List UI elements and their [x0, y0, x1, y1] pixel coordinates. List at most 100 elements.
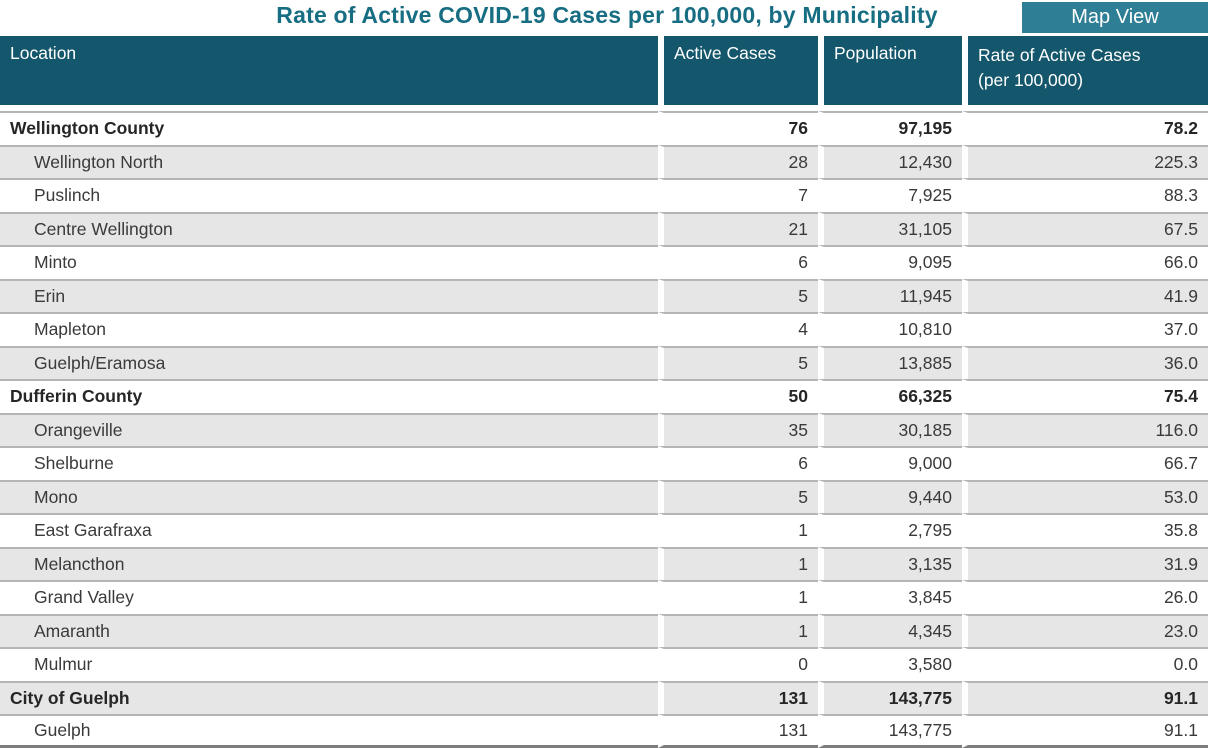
column-header-location[interactable]: Location — [0, 36, 658, 105]
table-row[interactable]: Shelburne 6 9,000 66.7 — [0, 446, 1208, 480]
active-cases-cell: 1 — [658, 546, 818, 580]
active-cases-cell: 1 — [658, 613, 818, 647]
population-cell: 9,000 — [818, 446, 962, 480]
table-row[interactable]: Erin 5 11,945 41.9 — [0, 278, 1208, 312]
location-cell: Guelph/Eramosa — [0, 345, 658, 379]
active-cases-cell: 35 — [658, 412, 818, 446]
location-cell: Orangeville — [0, 412, 658, 446]
population-cell: 9,095 — [818, 245, 962, 279]
active-cases-cell: 1 — [658, 513, 818, 547]
active-cases-cell: 1 — [658, 580, 818, 614]
population-cell: 2,795 — [818, 513, 962, 547]
population-cell: 143,775 — [818, 714, 962, 748]
table-row-group[interactable]: City of Guelph 131 143,775 91.1 — [0, 680, 1208, 714]
population-cell: 30,185 — [818, 412, 962, 446]
rate-cell: 91.1 — [962, 680, 1208, 714]
rate-cell: 225.3 — [962, 144, 1208, 178]
column-header-rate[interactable]: Rate of Active Cases (per 100,000) — [962, 36, 1208, 105]
spacer-cell — [962, 105, 1208, 111]
population-cell: 12,430 — [818, 144, 962, 178]
table-row[interactable]: Orangeville 35 30,185 116.0 — [0, 412, 1208, 446]
table-row[interactable]: Minto 6 9,095 66.0 — [0, 245, 1208, 279]
table-row[interactable]: Melancthon 1 3,135 31.9 — [0, 546, 1208, 580]
population-cell: 66,325 — [818, 379, 962, 413]
rate-cell: 0.0 — [962, 647, 1208, 681]
active-cases-cell: 6 — [658, 446, 818, 480]
table-row[interactable]: Mapleton 4 10,810 37.0 — [0, 312, 1208, 346]
rate-cell: 66.7 — [962, 446, 1208, 480]
map-view-button[interactable]: Map View — [1022, 2, 1208, 33]
location-cell: Mulmur — [0, 647, 658, 681]
active-cases-cell: 6 — [658, 245, 818, 279]
active-cases-cell: 0 — [658, 647, 818, 681]
table-row[interactable]: Mono 5 9,440 53.0 — [0, 479, 1208, 513]
rate-cell: 66.0 — [962, 245, 1208, 279]
header-body-spacer — [0, 105, 1208, 111]
population-cell: 3,580 — [818, 647, 962, 681]
population-cell: 7,925 — [818, 178, 962, 212]
rate-cell: 67.5 — [962, 211, 1208, 245]
location-cell: Wellington North — [0, 144, 658, 178]
table-row[interactable]: Guelph/Eramosa 5 13,885 36.0 — [0, 345, 1208, 379]
population-cell: 3,845 — [818, 580, 962, 614]
location-cell: Puslinch — [0, 178, 658, 212]
rate-cell: 75.4 — [962, 379, 1208, 413]
table-row[interactable]: Centre Wellington 21 31,105 67.5 — [0, 211, 1208, 245]
active-cases-cell: 21 — [658, 211, 818, 245]
location-cell: Mono — [0, 479, 658, 513]
spacer-cell — [0, 105, 658, 111]
population-cell: 13,885 — [818, 345, 962, 379]
rate-cell: 23.0 — [962, 613, 1208, 647]
page-title: Rate of Active COVID-19 Cases per 100,00… — [276, 2, 938, 28]
table-header: Location Active Cases Population Rate of… — [0, 36, 1208, 105]
table-row[interactable]: Mulmur 0 3,580 0.0 — [0, 647, 1208, 681]
population-cell: 31,105 — [818, 211, 962, 245]
table-row[interactable]: Grand Valley 1 3,845 26.0 — [0, 580, 1208, 614]
location-cell: East Garafraxa — [0, 513, 658, 547]
spacer-cell — [658, 105, 818, 111]
population-cell: 143,775 — [818, 680, 962, 714]
rate-cell: 78.2 — [962, 111, 1208, 145]
location-cell: Dufferin County — [0, 379, 658, 413]
table-body: Wellington County 76 97,195 78.2 Wellington … — [0, 105, 1208, 748]
rate-cell: 36.0 — [962, 345, 1208, 379]
table-row[interactable]: Wellington North 28 12,430 225.3 — [0, 144, 1208, 178]
rate-cell: 116.0 — [962, 412, 1208, 446]
table-header-row: Location Active Cases Population Rate of… — [0, 36, 1208, 105]
location-cell: Centre Wellington — [0, 211, 658, 245]
active-cases-cell: 131 — [658, 714, 818, 748]
rate-cell: 31.9 — [962, 546, 1208, 580]
population-cell: 10,810 — [818, 312, 962, 346]
table-row-group[interactable]: Dufferin County 50 66,325 75.4 — [0, 379, 1208, 413]
active-cases-cell: 28 — [658, 144, 818, 178]
active-cases-cell: 7 — [658, 178, 818, 212]
active-cases-cell: 50 — [658, 379, 818, 413]
table-row[interactable]: Amaranth 1 4,345 23.0 — [0, 613, 1208, 647]
active-cases-cell: 131 — [658, 680, 818, 714]
covid-rates-table: Location Active Cases Population Rate of… — [0, 36, 1208, 748]
table-row[interactable]: Puslinch 7 7,925 88.3 — [0, 178, 1208, 212]
location-cell: Minto — [0, 245, 658, 279]
population-cell: 97,195 — [818, 111, 962, 145]
population-cell: 4,345 — [818, 613, 962, 647]
rate-cell: 35.8 — [962, 513, 1208, 547]
rate-cell: 37.0 — [962, 312, 1208, 346]
spacer-cell — [818, 105, 962, 111]
location-cell: Erin — [0, 278, 658, 312]
table-row[interactable]: East Garafraxa 1 2,795 35.8 — [0, 513, 1208, 547]
location-cell: City of Guelph — [0, 680, 658, 714]
column-header-active-cases[interactable]: Active Cases — [658, 36, 818, 105]
population-cell: 11,945 — [818, 278, 962, 312]
location-cell: Shelburne — [0, 446, 658, 480]
population-cell: 9,440 — [818, 479, 962, 513]
column-header-population[interactable]: Population — [818, 36, 962, 105]
table-row[interactable]: Guelph 131 143,775 91.1 — [0, 714, 1208, 748]
location-cell: Amaranth — [0, 613, 658, 647]
active-cases-cell: 4 — [658, 312, 818, 346]
column-header-rate-line1: Rate of Active Cases — [978, 45, 1141, 65]
column-header-rate-line2: (per 100,000) — [978, 70, 1084, 91]
table-row-group[interactable]: Wellington County 76 97,195 78.2 — [0, 111, 1208, 145]
rate-cell: 26.0 — [962, 580, 1208, 614]
location-cell: Guelph — [0, 714, 658, 748]
